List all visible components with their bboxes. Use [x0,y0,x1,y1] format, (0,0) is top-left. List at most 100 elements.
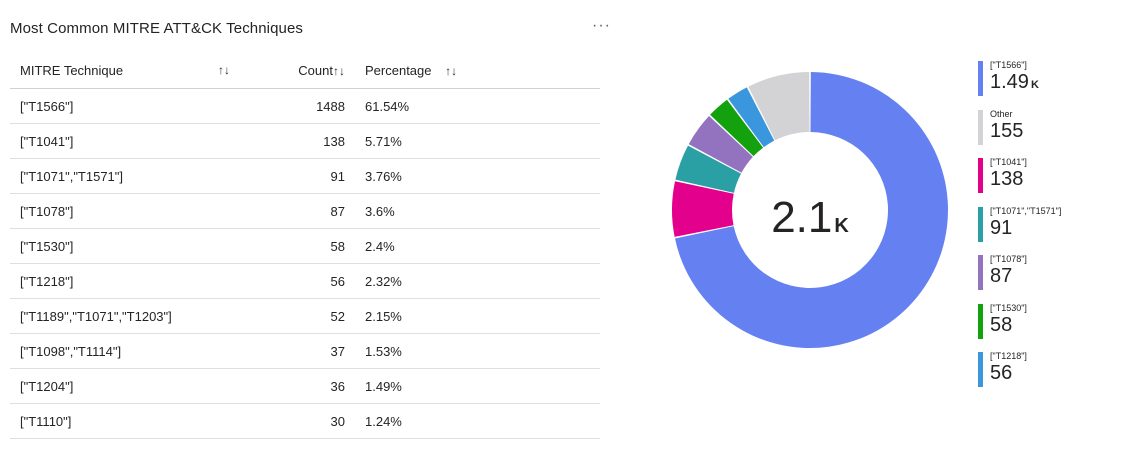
legend-value: 155 [990,120,1061,142]
cell-percentage: 3.6% [355,193,600,229]
cell-count: 36 [240,368,355,404]
cell-technique: ["T1078"] [10,193,240,229]
table-row[interactable]: ["T1204"] 36 1.49% [10,368,600,404]
cell-technique: ["T1566"] [10,88,240,124]
cell-technique: ["T1110"] [10,403,240,439]
legend-item[interactable]: ["T1218"] 56 [978,351,1061,400]
cell-count: 37 [240,333,355,369]
table-row[interactable]: ["T1110"] 30 1.24% [10,403,600,439]
cell-percentage: 2.15% [355,298,600,334]
legend-label: ["T1530"] [990,302,1027,313]
legend-swatch [978,255,983,290]
cell-percentage: 5.71% [355,123,600,159]
sort-icon[interactable]: ↑↓ [445,63,458,78]
cell-count: 138 [240,123,355,159]
legend-item[interactable]: ["T1071","T1571"] 91 [978,206,1061,255]
table-header-row: MITRE Technique ↑↓ Count↑↓ Percentage ↑↓ [10,52,600,89]
legend-swatch [978,61,983,96]
legend-value-number: 87 [990,265,1013,287]
donut-center-unit: K [834,215,849,237]
cell-percentage: 3.76% [355,158,600,194]
cell-technique: ["T1204"] [10,368,240,404]
legend-value-number: 56 [990,362,1013,384]
cell-percentage: 61.54% [355,88,600,124]
cell-count: 91 [240,158,355,194]
cell-percentage: 1.53% [355,333,600,369]
cell-technique: ["T1218"] [10,263,240,299]
legend-item[interactable]: Other 155 [978,109,1061,158]
legend-swatch [978,303,983,339]
legend-swatch [978,206,983,242]
legend-value-number: 138 [990,168,1024,190]
legend-item[interactable]: ["T1566"] 1.49 K [978,60,1061,109]
donut-slice[interactable] [675,145,742,193]
legend-value: 91 [990,217,1061,239]
legend-value-number: 1.49 [990,71,1029,93]
legend-value: 138 [990,168,1061,190]
table-row[interactable]: ["T1189","T1071","T1203"] 52 2.15% [10,298,600,334]
cell-count: 87 [240,193,355,229]
legend-value-number: 91 [990,216,1013,239]
cell-count: 1488 [240,88,355,124]
column-header-count[interactable]: Count↑↓ [240,52,355,89]
cell-count: 30 [240,403,355,439]
sort-icon[interactable]: ↑↓ [333,63,345,78]
donut-chart: 2.1 K [672,72,948,348]
column-header-label: Percentage [365,62,432,78]
legend-label: ["T1218"] [990,351,1027,361]
table-row[interactable]: ["T1071","T1571"] 91 3.76% [10,158,600,194]
legend-label: ["T1071","T1571"] [990,205,1062,216]
table-row[interactable]: ["T1041"] 138 5.71% [10,123,600,159]
table-row[interactable]: ["T1566"] 1488 61.54% [10,88,600,124]
legend-value-unit: K [1030,79,1039,91]
table-row[interactable]: ["T1078"] 87 3.6% [10,193,600,229]
donut-slice[interactable] [728,87,775,148]
cell-technique: ["T1041"] [10,123,240,159]
legend-swatch [978,109,983,145]
column-header-percentage[interactable]: Percentage ↑↓ [355,52,600,89]
legend-label: Other [990,108,1013,119]
cell-technique: ["T1530"] [10,228,240,264]
legend-value: 1.49 K [990,71,1061,96]
column-header-label: Count [298,62,333,78]
legend-value: 56 [990,362,1061,384]
cell-percentage: 2.32% [355,263,600,299]
cell-count: 52 [240,298,355,334]
legend-value: 58 [990,314,1061,336]
legend-swatch [978,352,983,387]
legend-label: ["T1041"] [990,157,1027,167]
table-row[interactable]: ["T1098","T1114"] 37 1.53% [10,333,600,369]
chart-legend: ["T1566"] 1.49 K Other 155 ["T1041"] 138 ["T107… [978,60,1061,400]
donut-slice[interactable] [748,72,810,141]
legend-item[interactable]: ["T1078"] 87 [978,254,1061,303]
cell-technique: ["T1189","T1071","T1203"] [10,298,240,334]
legend-item[interactable]: ["T1041"] 138 [978,157,1061,206]
legend-value: 87 [990,265,1061,287]
cell-percentage: 1.49% [355,368,600,404]
legend-label: ["T1078"] [990,254,1027,264]
donut-slice[interactable] [710,99,764,157]
cell-percentage: 2.4% [355,228,600,264]
donut-center-total: 2.1 K [771,193,849,242]
donut-center-value: 2.1 [771,193,832,242]
techniques-table: MITRE Technique ↑↓ Count↑↓ Percentage ↑↓… [10,52,600,439]
table-row[interactable]: ["T1218"] 56 2.32% [10,263,600,299]
page-title: Most Common MITRE ATT&CK Techniques [10,20,304,37]
cell-technique: ["T1098","T1114"] [10,333,240,369]
legend-item[interactable]: ["T1530"] 58 [978,303,1061,352]
legend-value-number: 58 [990,313,1013,336]
donut-slice[interactable] [672,181,734,237]
cell-technique: ["T1071","T1571"] [10,158,240,194]
cell-count: 58 [240,228,355,264]
legend-swatch [978,158,983,193]
table-row[interactable]: ["T1530"] 58 2.4% [10,228,600,264]
sort-icon[interactable]: ↑↓ [218,62,230,77]
cell-count: 56 [240,263,355,299]
legend-label: ["T1566"] [990,60,1027,70]
donut-slice[interactable] [688,115,753,173]
cell-percentage: 1.24% [355,403,600,439]
legend-value-number: 155 [990,119,1024,142]
column-header-technique[interactable]: MITRE Technique ↑↓ [10,52,240,89]
more-options-icon[interactable]: ··· [592,17,611,34]
donut-slice[interactable] [674,72,948,348]
